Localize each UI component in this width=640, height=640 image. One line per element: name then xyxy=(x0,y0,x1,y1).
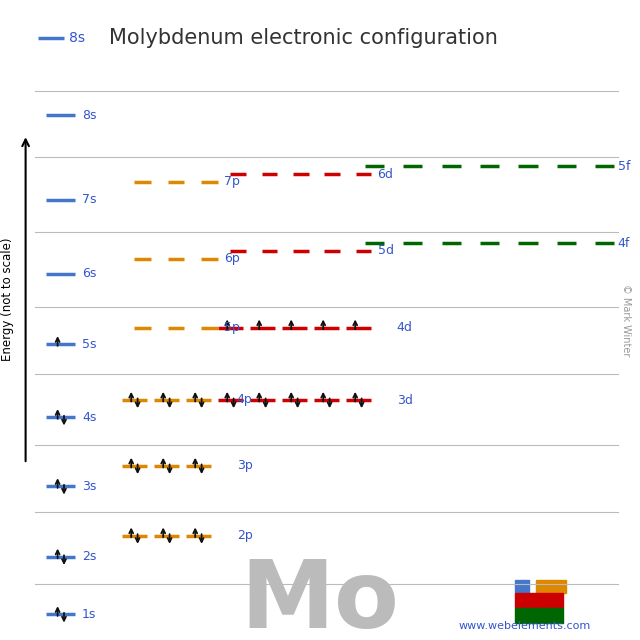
Bar xyxy=(536,580,566,593)
Text: 4p: 4p xyxy=(237,394,253,406)
Text: 3d: 3d xyxy=(397,394,413,406)
Text: 5d: 5d xyxy=(378,244,394,257)
Bar xyxy=(515,580,529,593)
Text: 4s: 4s xyxy=(82,411,96,424)
Bar xyxy=(515,593,563,608)
Text: 7p: 7p xyxy=(224,175,240,188)
Bar xyxy=(515,608,563,623)
Text: Energy (not to scale): Energy (not to scale) xyxy=(1,237,14,361)
Text: © Mark Winter: © Mark Winter xyxy=(621,284,631,356)
Text: 4f: 4f xyxy=(618,237,630,250)
Text: 8s: 8s xyxy=(82,109,97,122)
Text: Molybdenum electronic configuration: Molybdenum electronic configuration xyxy=(109,28,498,49)
Text: 6s: 6s xyxy=(82,268,96,280)
Text: 3s: 3s xyxy=(82,480,96,493)
Text: 1s: 1s xyxy=(82,608,96,621)
Text: 2p: 2p xyxy=(237,529,253,542)
Text: 7s: 7s xyxy=(82,193,97,206)
Text: 6d: 6d xyxy=(378,168,394,180)
Text: 5s: 5s xyxy=(82,338,97,351)
Text: 5p: 5p xyxy=(224,321,240,334)
Text: 2s: 2s xyxy=(82,550,96,563)
Text: 6p: 6p xyxy=(224,252,240,265)
Text: www.webelements.com: www.webelements.com xyxy=(459,621,591,631)
Text: 5f: 5f xyxy=(618,160,630,173)
Text: 8s: 8s xyxy=(69,31,85,45)
Text: Mo: Mo xyxy=(241,556,399,640)
Text: 3p: 3p xyxy=(237,460,253,472)
Text: 4d: 4d xyxy=(397,321,413,334)
